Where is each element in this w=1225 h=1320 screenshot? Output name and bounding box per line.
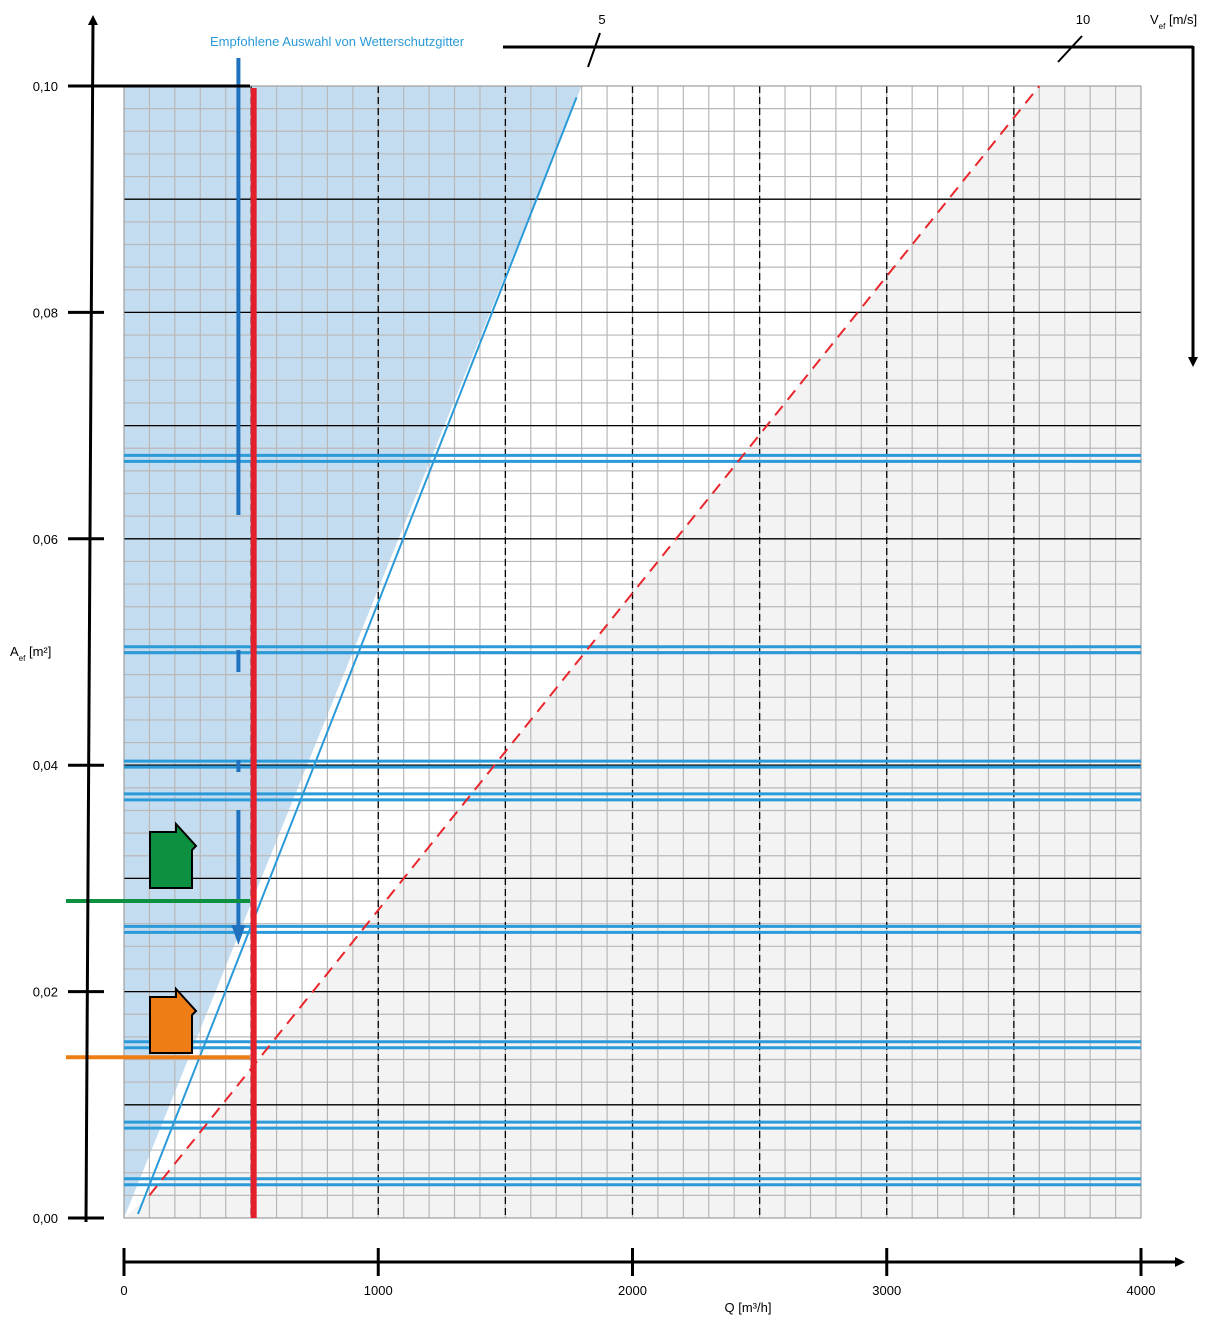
y-tick-label: 0,10 [33,79,58,94]
velocity-tick-label: 10 [1076,12,1090,27]
x-tick-label: 3000 [872,1283,901,1298]
y-tick-label: 0,08 [33,305,58,320]
velocity-axis-title-sub: ef [1159,22,1166,31]
y-tick-label: 0,06 [33,532,58,547]
y-axis-title-main: A [10,644,19,659]
velocity-tick [1057,35,1083,63]
recommendation-arrow-icon [231,925,246,945]
velocity-tick [587,32,601,68]
y-axis-title-unit: [m²] [25,644,51,659]
green-marker-icon [149,821,198,889]
velocity-axis-title-unit: [m/s] [1165,12,1197,27]
chart-text-layer: 0,00 0,02 0,04 0,06 0,08 0,10 0 1000 2000 3000 400… [10,12,1197,1315]
max-velocity-line [148,85,1041,1196]
y-tick-label: 0,04 [33,758,58,773]
x-tick-label: 0 [120,1283,127,1298]
velocity-axis-title-main: V [1150,12,1159,27]
x-axis-title: Q [m³/h] [725,1300,772,1315]
y-tick-label: 0,00 [33,1211,58,1226]
y-axis-line [84,15,98,1223]
velocity-axis-title: Vef [m/s] [1150,12,1197,31]
y-axis-title: Aef [m²] [10,644,51,663]
recommended-selection-label: Empfohlene Auswahl von Wetterschutzgitte… [210,34,465,49]
y-axis-title-sub: ef [19,654,26,663]
orange-marker-icon [149,986,198,1054]
velocity-tick-label: 5 [598,12,605,27]
x-tick-label: 2000 [618,1283,647,1298]
chart-axes-layer [68,15,1198,1276]
chart-series-layer [66,58,1141,1218]
y-tick-label: 0,02 [33,985,58,1000]
x-tick-label: 1000 [364,1283,393,1298]
recommended-boundary-line [137,96,578,1215]
x-tick-label: 4000 [1127,1283,1156,1298]
